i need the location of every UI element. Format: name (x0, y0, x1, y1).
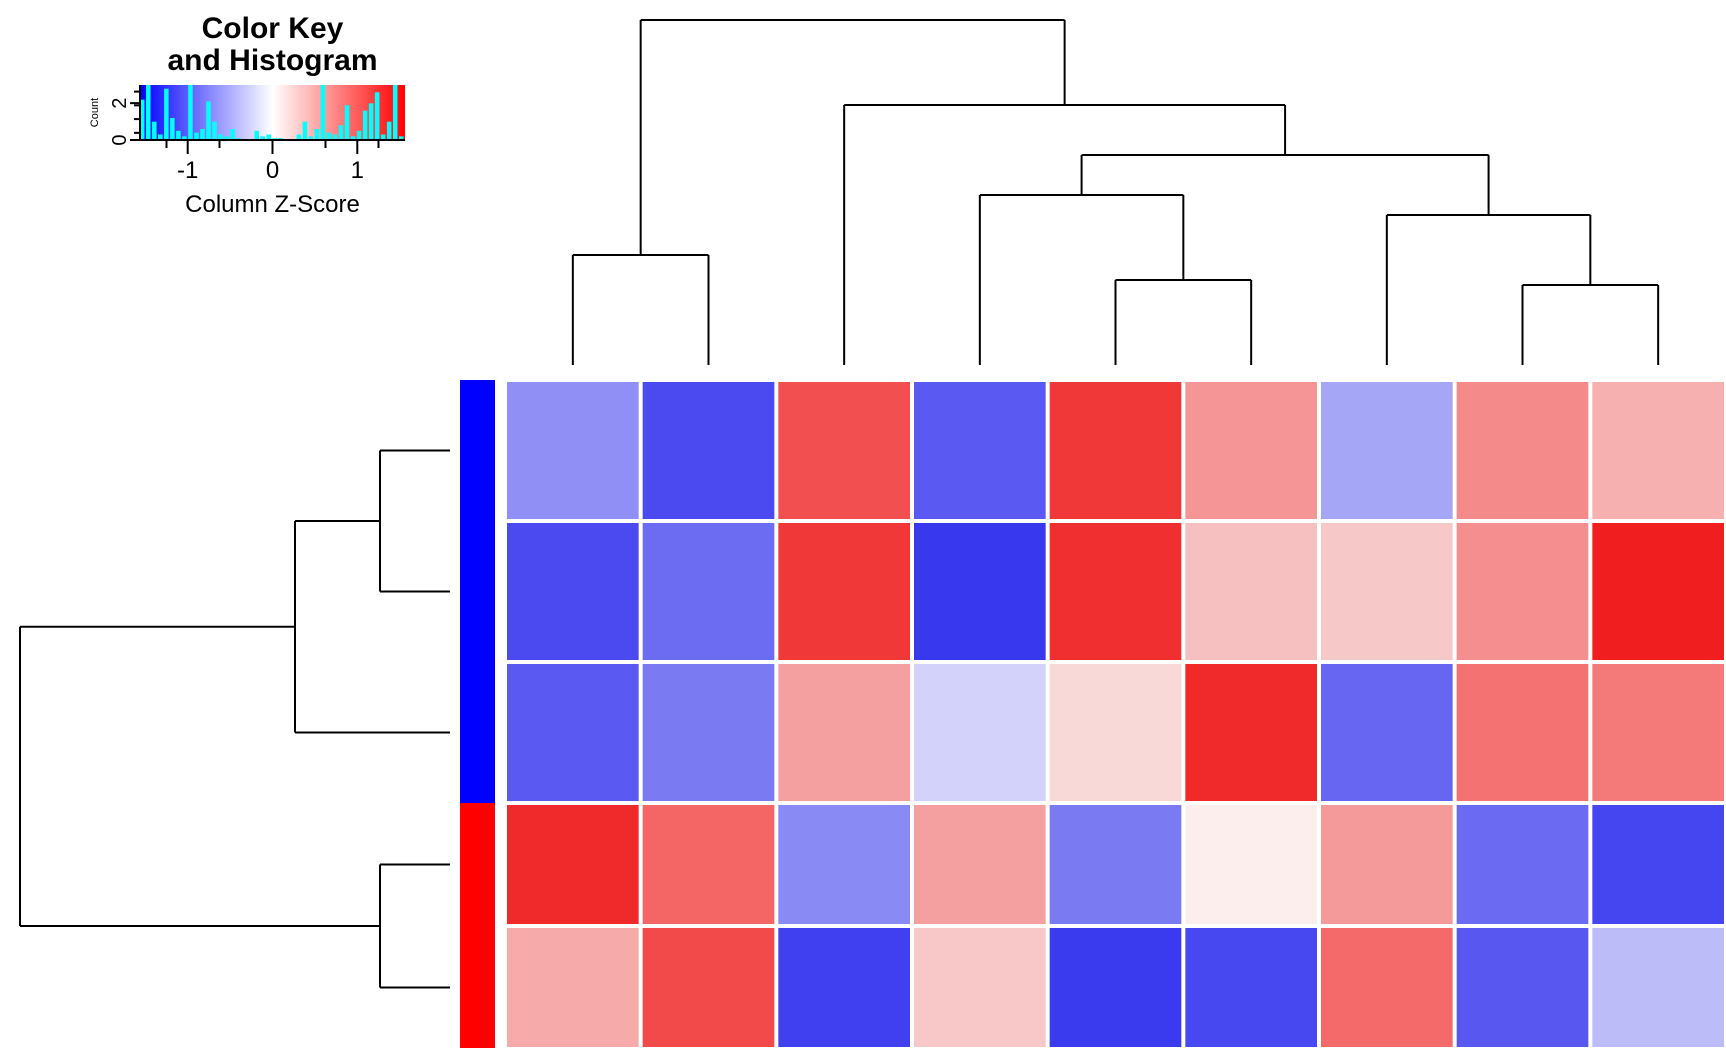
heatmap-cell (1592, 664, 1724, 801)
heatmap-cell (1050, 928, 1182, 1047)
color-key-hist-bar (327, 133, 332, 140)
color-key-ytick: 0 (109, 134, 131, 145)
color-key-hist-bar (176, 131, 181, 140)
row-side-cell (460, 521, 495, 662)
heatmap-cell (1185, 805, 1317, 924)
heatmap-cell (1457, 382, 1589, 519)
heatmap-cell (1457, 664, 1589, 801)
heatmap-cell (914, 382, 1046, 519)
color-key-hist-bar (321, 85, 326, 140)
heatmap-cell (778, 928, 910, 1047)
color-key-hist-bar (200, 129, 205, 140)
heatmap-cell (1321, 664, 1453, 801)
heatmap-cell (1050, 382, 1182, 519)
heatmap-cell (1050, 805, 1182, 924)
heatmap-cell (1185, 928, 1317, 1047)
heatmap-cell (1592, 382, 1724, 519)
color-key-ytick: 2 (109, 98, 131, 109)
figure-root: Color Keyand Histogram -1 0 1 Column Z-Score… (0, 0, 1726, 1048)
heatmap-cell (643, 664, 775, 801)
color-key-hist-bar (188, 85, 193, 140)
heatmap-cell (1592, 523, 1724, 660)
heatmap-cell (1321, 382, 1453, 519)
color-key-hist-bar (152, 122, 157, 140)
heatmap-cell (1185, 523, 1317, 660)
heatmap-cell (507, 928, 639, 1047)
color-key-hist-bar (230, 129, 235, 140)
heatmap-cell (1592, 928, 1724, 1047)
heatmap-cell (1457, 805, 1589, 924)
color-key-title-line2: and Histogram (167, 44, 377, 77)
heatmap-cell (1321, 805, 1453, 924)
row-side-colors (460, 380, 495, 1048)
color-key-hist-bar (194, 133, 199, 140)
heatmap-cell (507, 523, 639, 660)
color-key-hist-bar (170, 118, 175, 140)
heatmap-cell (914, 523, 1046, 660)
color-key-hist-bar (369, 103, 374, 140)
heatmap-cell (643, 805, 775, 924)
color-key-title-line1: Color Key (202, 12, 344, 45)
heatmap-cell (1457, 523, 1589, 660)
heatmap-cell (643, 928, 775, 1047)
heatmap-cell (914, 664, 1046, 801)
color-key-hist-bar (363, 111, 368, 140)
heatmap-cell (1050, 664, 1182, 801)
color-key-hist-bar (206, 102, 211, 141)
heatmap-cell (778, 664, 910, 801)
color-key-hist-bar (393, 85, 398, 140)
heatmap-cell (1185, 382, 1317, 519)
color-key-hist-bar (315, 129, 320, 140)
heatmap-cell (914, 805, 1046, 924)
heatmap-cell (914, 928, 1046, 1047)
color-key-hist-bar (339, 125, 344, 140)
row-dendrogram (20, 451, 450, 988)
color-key: Color Keyand Histogram -1 0 1 Column Z-Score… (89, 12, 405, 218)
color-key-xlabel: Column Z-Score (185, 191, 360, 218)
color-key-xtick: 1 (351, 157, 364, 184)
color-key-hist-bar (146, 85, 151, 140)
row-side-cell (460, 662, 495, 803)
heatmap-cell (778, 523, 910, 660)
heatmap (507, 382, 1724, 1047)
color-key-hist-bar (387, 122, 392, 140)
color-key-hist-bar (254, 131, 259, 140)
heatmap-cell (1457, 928, 1589, 1047)
heatmap-cell (643, 523, 775, 660)
row-side-cell (460, 803, 495, 926)
row-side-cell (460, 380, 495, 521)
heatmap-cell (1185, 664, 1317, 801)
heatmap-cell (643, 382, 775, 519)
color-key-hist-bar (375, 92, 380, 140)
heatmap-cell (1321, 523, 1453, 660)
color-key-hist-bar (164, 89, 169, 140)
heatmap-cell (507, 382, 639, 519)
color-key-ylabel: Count (89, 98, 101, 127)
color-key-xtick: -1 (177, 157, 198, 184)
color-key-hist-bar (212, 122, 217, 140)
color-key-hist-bar (303, 122, 308, 140)
heatmap-cell (778, 382, 910, 519)
heatmap-cell (1592, 805, 1724, 924)
heatmap-cell (1321, 928, 1453, 1047)
color-key-hist-bar (345, 105, 350, 140)
heatmap-cell (507, 805, 639, 924)
heatmap-cell (507, 664, 639, 801)
figure-svg: Color Keyand Histogram -1 0 1 Column Z-Score… (0, 0, 1726, 1048)
row-side-cell (460, 926, 495, 1048)
color-key-xtick: 0 (266, 157, 279, 184)
heatmap-cell (1050, 523, 1182, 660)
column-dendrogram (573, 20, 1658, 365)
color-key-hist-bar (357, 131, 362, 140)
heatmap-cell (778, 805, 910, 924)
